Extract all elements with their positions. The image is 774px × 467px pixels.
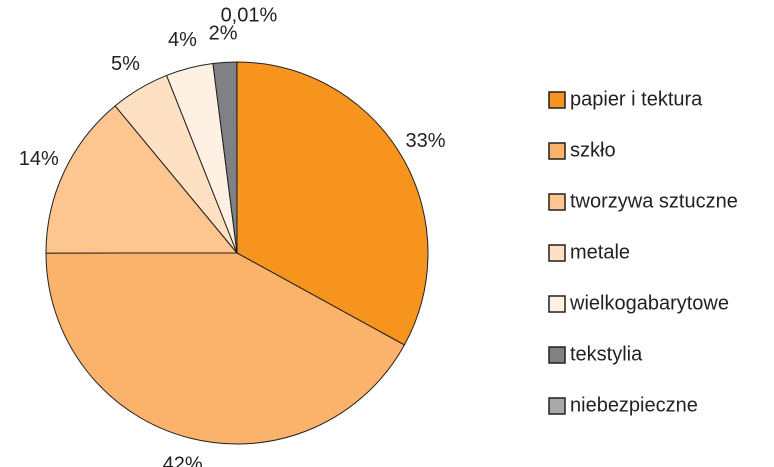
legend-swatch: [548, 193, 566, 211]
pie-slice: [45, 252, 406, 445]
legend-swatch: [548, 295, 566, 313]
legend-label: tworzywa sztuczne: [570, 190, 738, 212]
data-label: 14%: [19, 148, 59, 170]
legend-swatch: [548, 346, 566, 364]
data-label: 2%: [209, 23, 238, 45]
data-label: 5%: [111, 53, 140, 75]
legend-label: metale: [570, 241, 630, 263]
legend-label: szkło: [570, 139, 616, 161]
data-label: 4%: [168, 29, 197, 51]
legend-label: wielkogabarytowe: [569, 292, 729, 314]
legend-swatch: [548, 244, 566, 262]
legend-swatch: [548, 142, 566, 160]
pie-slice: [45, 105, 239, 254]
legend-label: niebezpieczne: [570, 394, 698, 416]
legend-label: tekstylia: [570, 343, 643, 365]
legend-swatch: [548, 91, 566, 109]
legend-swatch: [548, 397, 566, 415]
data-label: 0,01%: [221, 4, 278, 26]
data-label: 42%: [163, 453, 203, 467]
pie-slice: [236, 61, 429, 346]
legend-label: papier i tektura: [570, 88, 703, 110]
data-label: 33%: [405, 130, 445, 152]
